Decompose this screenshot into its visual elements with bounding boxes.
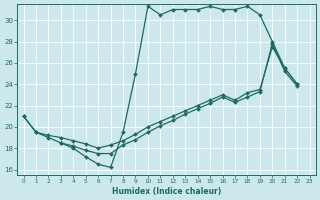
X-axis label: Humidex (Indice chaleur): Humidex (Indice chaleur) [112,187,221,196]
